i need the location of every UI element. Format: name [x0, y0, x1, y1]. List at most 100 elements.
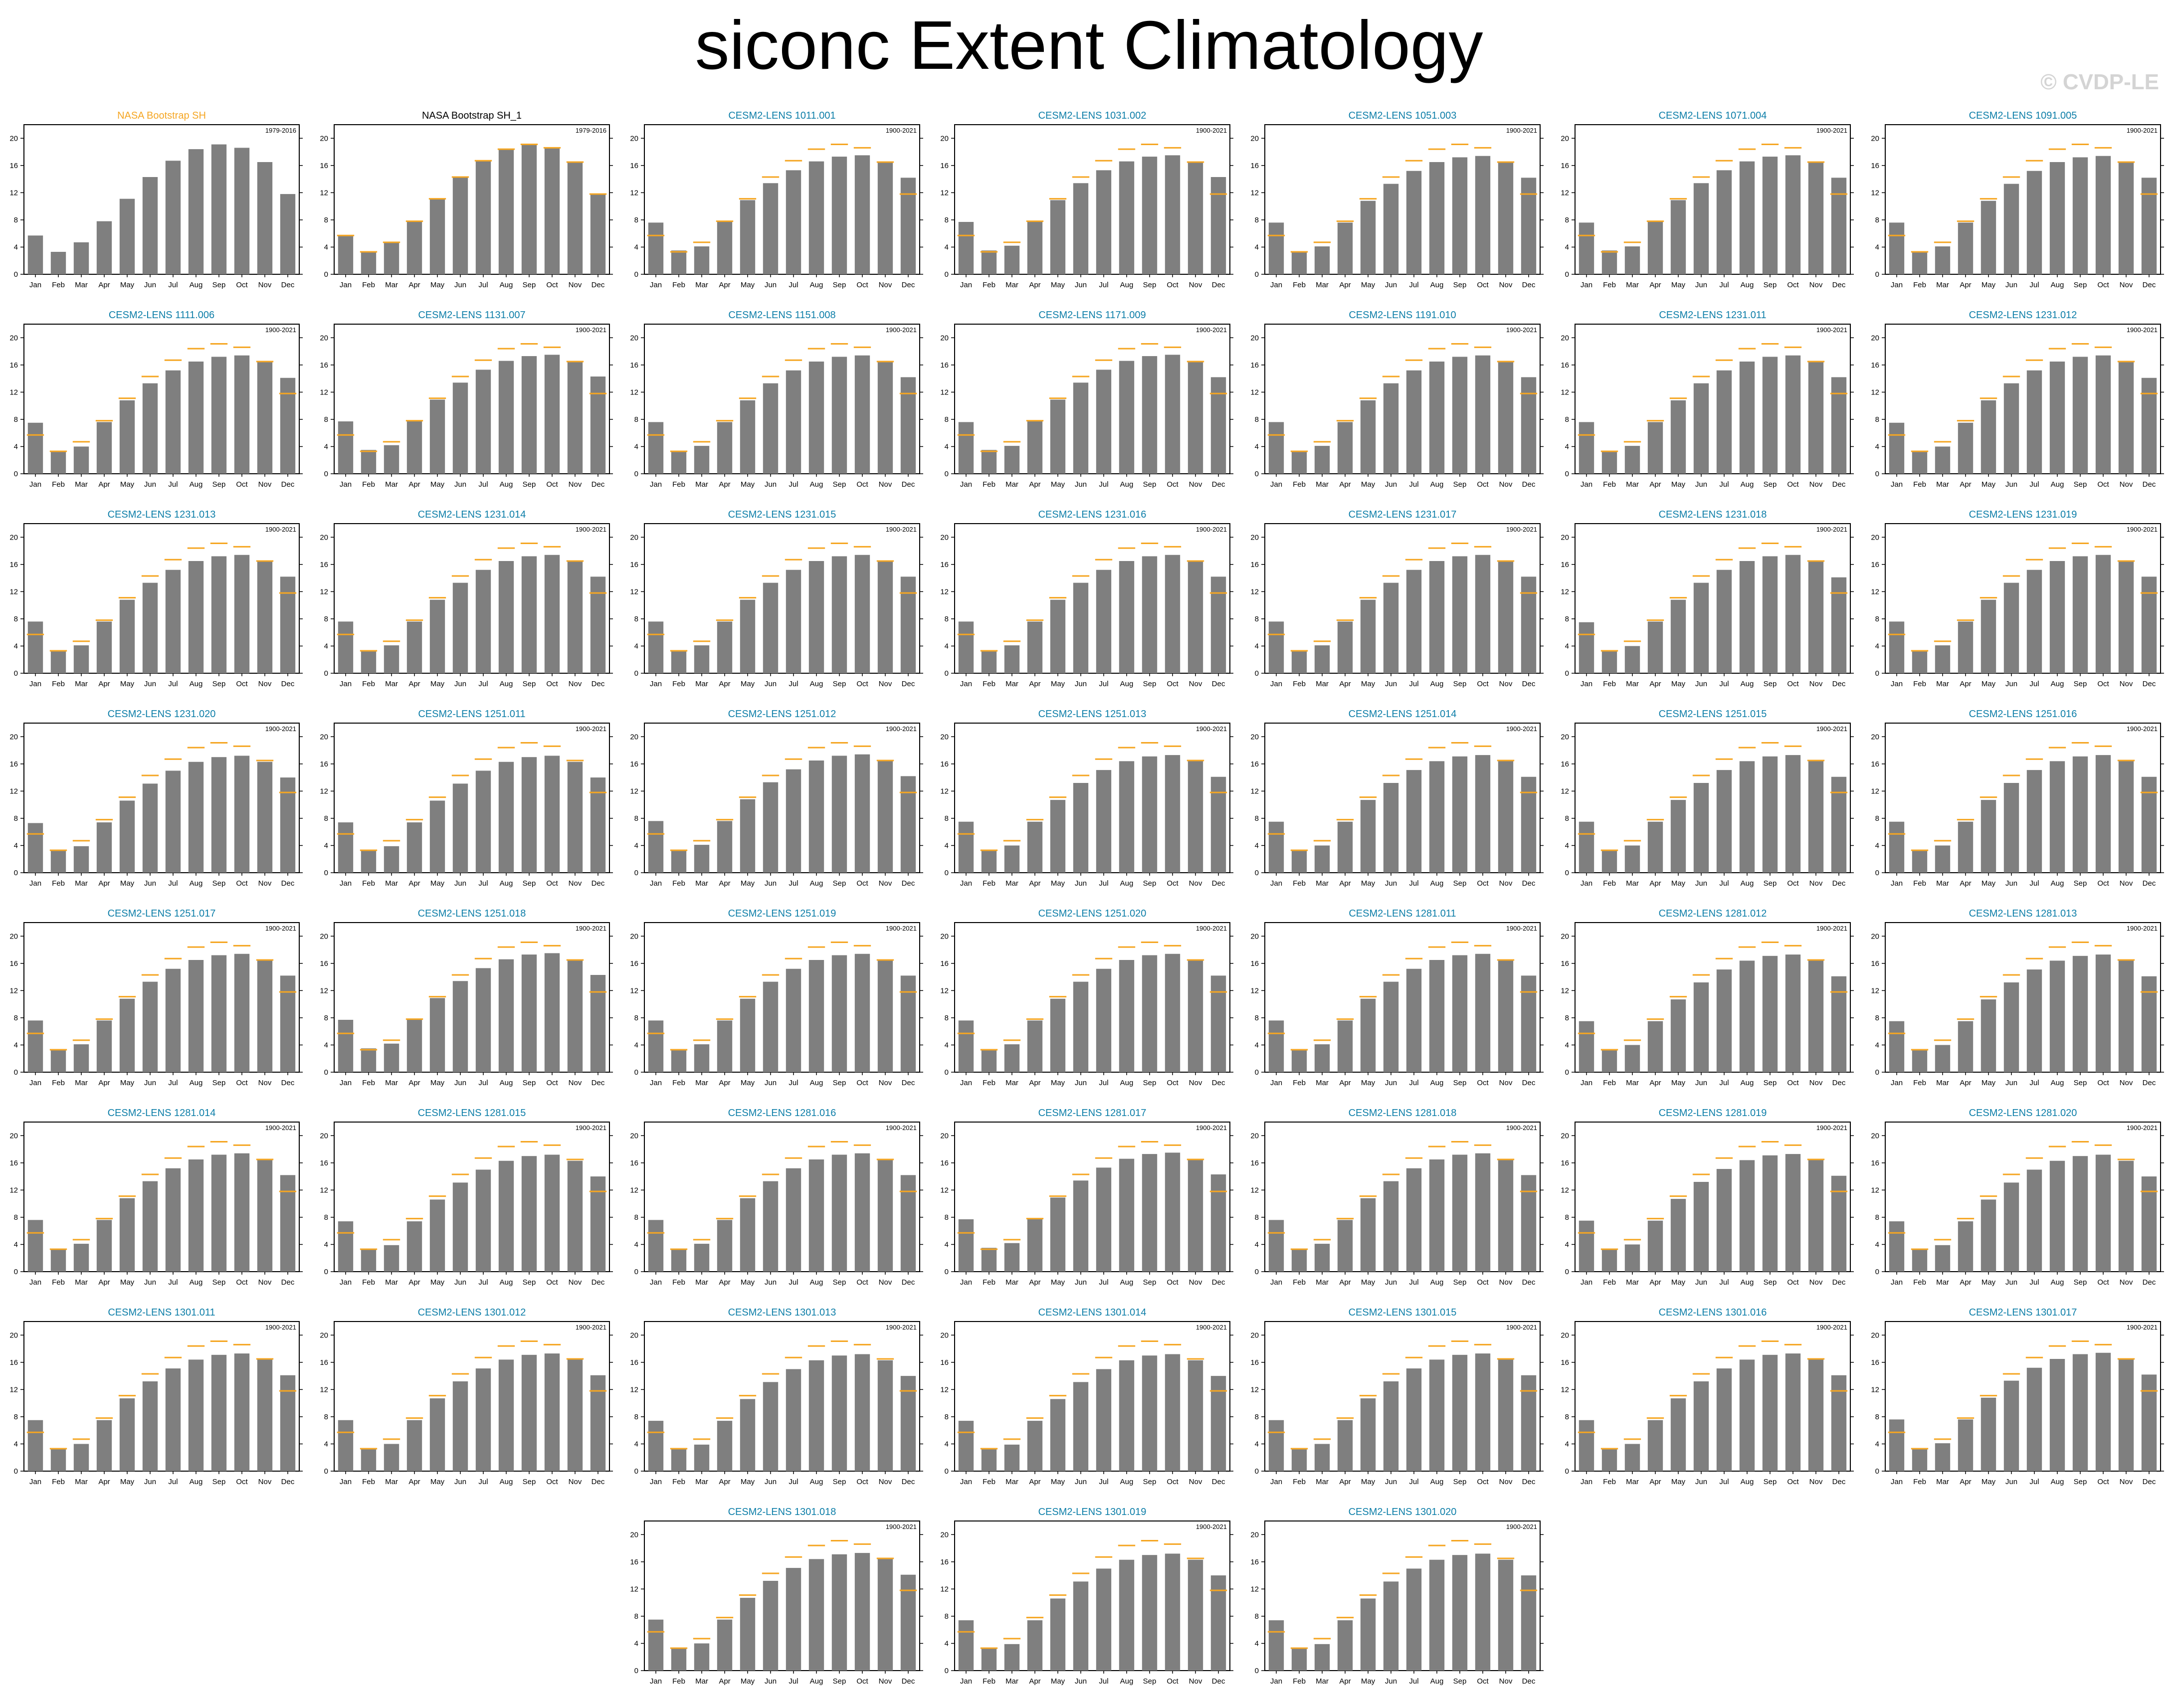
bar — [2026, 969, 2042, 1072]
y-tick-label: 16 — [1561, 1159, 1569, 1167]
bar — [1360, 200, 1376, 274]
bar — [567, 1160, 583, 1272]
x-tick-label: Feb — [52, 1079, 65, 1087]
bar — [2095, 156, 2111, 274]
x-tick-label: Apr — [1649, 1278, 1661, 1287]
panel-title: CESM2-LENS 1301.020 — [1349, 1507, 1457, 1518]
x-tick-label: Sep — [833, 1478, 846, 1486]
y-tick-label: 16 — [320, 959, 328, 968]
y-tick-label: 12 — [630, 1186, 638, 1194]
bar — [1521, 377, 1537, 474]
bar — [1808, 162, 1824, 274]
bar — [1475, 1553, 1491, 1671]
x-tick-label: Sep — [833, 480, 846, 489]
bar — [1670, 599, 1686, 673]
x-tick-label: Jan — [340, 1278, 352, 1287]
x-tick-label: Aug — [190, 1478, 203, 1486]
x-tick-label: Feb — [983, 680, 995, 688]
y-tick-label: 8 — [945, 415, 949, 424]
bar — [1693, 982, 1709, 1072]
plot-frame — [1885, 922, 2161, 1073]
period-label: 1900-2021 — [886, 925, 917, 932]
x-tick-label: Dec — [1522, 281, 1536, 289]
bar — [2095, 954, 2111, 1072]
bar — [1831, 776, 1847, 873]
y-tick-label: 8 — [1255, 814, 1259, 823]
y-tick-label: 0 — [945, 1068, 949, 1077]
bar — [1314, 1644, 1330, 1671]
x-tick-label: Jun — [454, 1478, 466, 1486]
bar — [257, 1160, 273, 1272]
y-tick-label: 0 — [945, 1268, 949, 1276]
bar — [1337, 222, 1353, 274]
bar — [498, 1359, 514, 1471]
bar — [1980, 1199, 1996, 1272]
bar — [73, 1444, 89, 1471]
x-tick-label: Mar — [1316, 1278, 1329, 1287]
x-tick-label: Jul — [478, 680, 488, 688]
bar — [1429, 1559, 1445, 1671]
bar — [1980, 599, 1996, 673]
bar — [763, 782, 779, 873]
x-tick-label: Jul — [168, 480, 178, 489]
bar — [211, 1354, 227, 1471]
bar — [1291, 1448, 1307, 1471]
x-tick-label: Jun — [765, 1478, 777, 1486]
panel-title: CESM2-LENS 1301.018 — [728, 1507, 836, 1518]
chart-panel: CESM2-LENS 1251.0151900-2021048121620Jan… — [1561, 709, 1854, 888]
y-tick-label: 20 — [1250, 1132, 1259, 1140]
bar — [1383, 981, 1399, 1072]
period-label: 1900-2021 — [2127, 725, 2158, 733]
x-tick-label: Oct — [236, 281, 248, 289]
y-tick-label: 20 — [9, 932, 18, 941]
bar — [763, 582, 779, 673]
chart-panel: CESM2-LENS 1281.0161900-2021048121620Jan… — [630, 1108, 923, 1287]
bar — [900, 1574, 916, 1671]
y-tick-label: 4 — [945, 243, 949, 251]
y-tick-label: 8 — [945, 216, 949, 224]
y-tick-label: 8 — [945, 1213, 949, 1222]
bar — [280, 1175, 296, 1272]
y-tick-label: 0 — [324, 470, 328, 478]
x-tick-label: Mar — [385, 680, 398, 688]
x-tick-label: Nov — [879, 1278, 892, 1287]
x-tick-label: Oct — [1167, 1677, 1179, 1686]
x-tick-label: Aug — [810, 879, 823, 888]
y-tick-label: 20 — [1871, 1132, 1879, 1140]
x-tick-label: May — [1981, 1478, 1996, 1486]
x-tick-label: Jun — [765, 1677, 777, 1686]
x-tick-label: Dec — [1522, 1079, 1536, 1087]
x-tick-label: Aug — [1430, 1079, 1444, 1087]
x-tick-label: Jul — [1719, 1079, 1729, 1087]
bar — [475, 569, 491, 673]
bar — [361, 850, 377, 873]
period-label: 1900-2021 — [886, 127, 917, 134]
y-tick-label: 0 — [324, 270, 328, 279]
x-tick-label: Jul — [1719, 1278, 1729, 1287]
x-tick-label: Sep — [212, 281, 226, 289]
bar — [1096, 1369, 1112, 1471]
x-tick-label: May — [430, 1478, 445, 1486]
bar — [1383, 1381, 1399, 1471]
bar — [2026, 1367, 2042, 1471]
y-tick-label: 16 — [1561, 361, 1569, 370]
bar — [211, 757, 227, 873]
bar — [1935, 845, 1951, 873]
x-tick-label: Feb — [1603, 281, 1616, 289]
x-tick-label: Aug — [2051, 879, 2064, 888]
x-tick-label: May — [1671, 1278, 1686, 1287]
x-tick-label: Dec — [1832, 680, 1846, 688]
x-tick-label: Sep — [2074, 1478, 2087, 1486]
x-tick-label: Jul — [168, 1478, 178, 1486]
x-tick-label: Aug — [1120, 1478, 1134, 1486]
x-tick-label: Jan — [650, 480, 662, 489]
x-tick-label: Jul — [789, 480, 798, 489]
bar — [958, 1020, 974, 1072]
x-tick-label: Apr — [98, 1278, 110, 1287]
bar — [958, 1620, 974, 1671]
y-tick-label: 0 — [1255, 1467, 1259, 1476]
x-tick-label: Nov — [2120, 1079, 2133, 1087]
plot-frame — [954, 523, 1230, 674]
y-tick-label: 8 — [634, 415, 638, 424]
x-tick-label: Sep — [1453, 1278, 1467, 1287]
